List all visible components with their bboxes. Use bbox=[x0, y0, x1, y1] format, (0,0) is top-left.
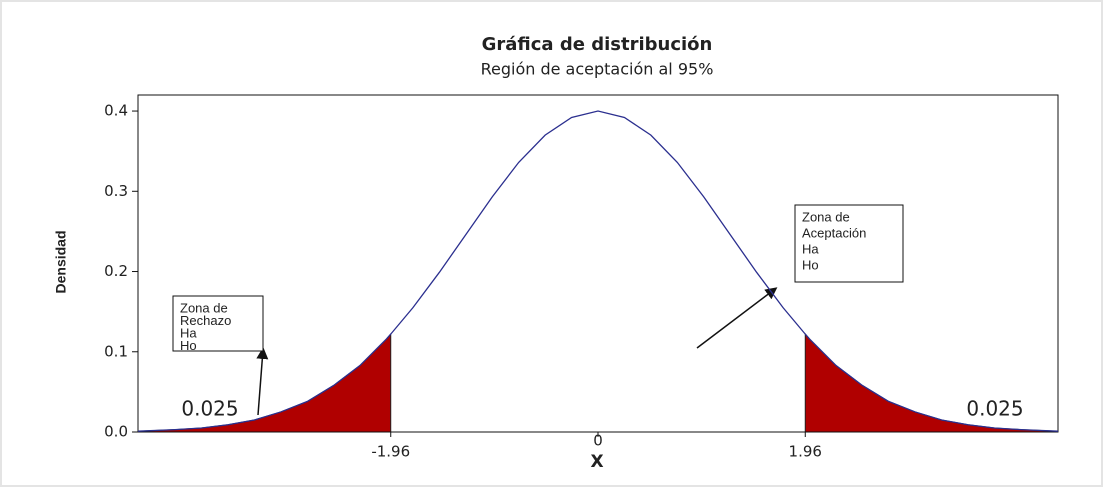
annotation-text: Ho bbox=[180, 338, 197, 353]
annotation-text: Zona de bbox=[802, 209, 850, 224]
x-tick-label: 1.96 bbox=[789, 443, 822, 461]
annotation-text: Ha bbox=[802, 241, 819, 256]
tail-area-label: 0.025 bbox=[966, 397, 1023, 421]
annotation-box bbox=[172, 295, 264, 352]
chart-subtitle: Región de aceptación al 95% bbox=[481, 60, 714, 79]
tail-area-label: 0.025 bbox=[181, 397, 238, 421]
x-tick-label: -1.96 bbox=[371, 443, 410, 461]
density-line bbox=[137, 110, 1059, 432]
annotation-text: Ha bbox=[180, 325, 197, 340]
y-tick-label: 0.2 bbox=[104, 262, 128, 280]
y-tick-label: 0.4 bbox=[104, 102, 128, 120]
arrow bbox=[696, 287, 778, 349]
annotation-text: Ho bbox=[802, 257, 819, 272]
chart-title: Gráfica de distribución bbox=[482, 34, 713, 55]
arrow bbox=[256, 347, 269, 416]
annotation-box bbox=[794, 204, 904, 283]
x-tick-label: 0 bbox=[593, 432, 603, 450]
annotation-text: Zona de bbox=[180, 300, 228, 315]
annotation-text: Rechazo bbox=[180, 313, 231, 328]
y-tick-label: 0.1 bbox=[104, 342, 128, 360]
y-tick-label: 0.0 bbox=[104, 423, 128, 441]
x-axis-label: X bbox=[590, 452, 603, 472]
y-axis-label: Densidad bbox=[53, 230, 69, 293]
annotation-text: Aceptación bbox=[802, 225, 866, 240]
y-tick-label: 0.3 bbox=[104, 182, 128, 200]
